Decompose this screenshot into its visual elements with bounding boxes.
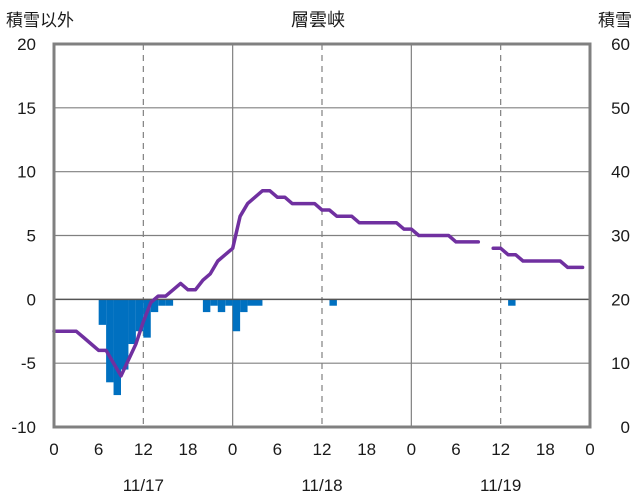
bar — [158, 299, 166, 306]
bar — [255, 299, 263, 306]
x-tick-label: 6 — [451, 440, 460, 459]
bar — [247, 299, 255, 306]
right-tick-label: 50 — [611, 99, 630, 118]
date-label: 11/19 — [480, 476, 521, 495]
bar — [113, 299, 121, 396]
right-tick-label: 60 — [611, 35, 630, 54]
left-tick-label: -10 — [11, 418, 36, 437]
grid-lines — [54, 44, 590, 427]
bar — [508, 299, 516, 306]
bar — [202, 299, 211, 313]
x-tick-label: 18 — [179, 440, 198, 459]
x-tick-label: 12 — [134, 440, 153, 459]
x-tick-label: 6 — [273, 440, 282, 459]
plot-frame — [52, 42, 592, 429]
snow-depth-line — [52, 189, 481, 378]
right-axis-ticks: 0 10 20 30 40 50 60 — [611, 35, 630, 437]
right-tick-label: 0 — [621, 418, 630, 437]
left-tick-label: 0 — [27, 290, 36, 309]
x-tick-label: 0 — [49, 440, 58, 459]
right-tick-label: 30 — [611, 227, 630, 246]
x-tick-label: 0 — [407, 440, 416, 459]
right-tick-label: 20 — [611, 290, 630, 309]
left-axis-ticks: -10 -5 0 5 10 15 20 — [11, 35, 36, 437]
right-axis-title: 積雪 — [598, 11, 632, 30]
left-tick-label: 5 — [27, 227, 36, 246]
bar — [121, 299, 129, 370]
date-label: 11/18 — [301, 476, 342, 495]
bar — [329, 299, 337, 306]
x-axis-ticks: 0 6 12 18 0 6 12 18 0 6 12 18 0 — [49, 440, 594, 459]
bar — [135, 299, 144, 332]
bar — [143, 299, 151, 338]
x-tick-label: 18 — [357, 440, 376, 459]
bar — [106, 299, 114, 383]
left-tick-label: -5 — [21, 354, 36, 373]
chart-title: 層雲峡 — [291, 10, 345, 30]
x-tick-label: 12 — [313, 440, 332, 459]
date-label: 11/17 — [123, 476, 164, 495]
x-tick-label: 0 — [585, 440, 594, 459]
x-tick-label: 12 — [491, 440, 510, 459]
line-series — [52, 189, 585, 378]
bar — [225, 299, 233, 306]
bar — [150, 299, 159, 313]
bar — [210, 299, 218, 306]
bar-series — [98, 299, 516, 396]
date-labels: 11/17 11/18 11/19 — [123, 476, 522, 495]
right-tick-label: 10 — [611, 354, 630, 373]
bar — [98, 299, 107, 325]
bar — [232, 299, 241, 332]
x-tick-label: 18 — [536, 440, 555, 459]
bar — [165, 299, 174, 306]
bar — [128, 299, 136, 345]
right-tick-label: 40 — [611, 163, 630, 182]
bar — [217, 299, 226, 313]
bar — [240, 299, 248, 313]
snow-depth-line — [491, 246, 585, 270]
left-axis-title: 積雪以外 — [6, 11, 74, 30]
x-tick-label: 0 — [228, 440, 237, 459]
x-tick-label: 6 — [94, 440, 103, 459]
left-tick-label: 20 — [17, 35, 36, 54]
left-tick-label: 10 — [17, 163, 36, 182]
left-tick-label: 15 — [17, 99, 36, 118]
